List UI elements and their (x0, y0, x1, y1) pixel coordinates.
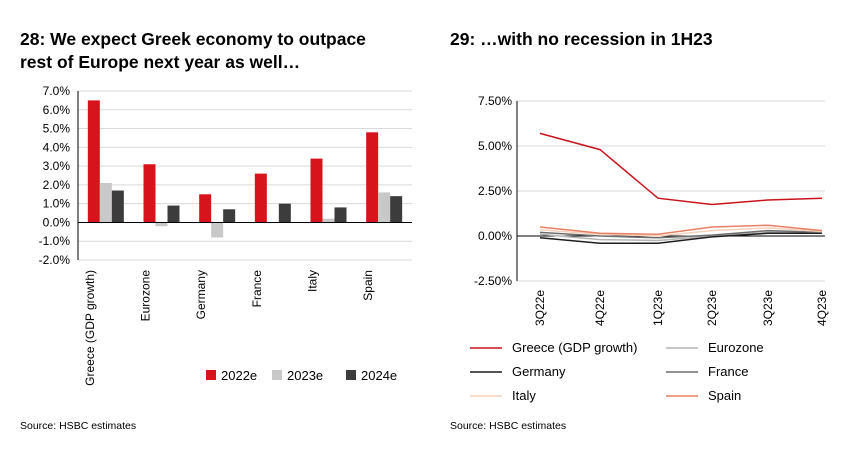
legend-label: Eurozone (708, 340, 764, 355)
legend-label: 2024e (361, 368, 397, 383)
bar-2023e (322, 218, 335, 223)
bar-2022e (143, 164, 156, 223)
series-line (539, 132, 823, 206)
legend-label: France (708, 364, 748, 379)
x-tick-label: 1Q23e (651, 290, 665, 326)
legend-swatch (346, 370, 356, 380)
y-tick-label: 7.50% (478, 94, 512, 108)
y-tick-label: 5.0% (43, 122, 71, 136)
y-tick-label: 2.0% (43, 178, 71, 192)
bar-2022e (254, 173, 267, 223)
legend-label: Italy (512, 388, 536, 403)
y-tick-label: 1.0% (43, 197, 71, 211)
y-tick-label: 7.0% (43, 84, 71, 98)
bar-2024e (278, 203, 291, 223)
series-line (539, 232, 822, 244)
right-source-note: Source: HSBC estimates (450, 420, 567, 432)
x-tick-label: 4Q23e (815, 290, 829, 326)
x-tick-label: 4Q22e (593, 290, 607, 326)
series-line (539, 227, 823, 237)
bar-chart: 7.0% 6.0% 5.0% 4.0% 3.0% 2.0% 1.0% 0.0% -1.0% -2.… (39, 84, 412, 386)
bar-2022e (199, 194, 212, 223)
bar-2024e (111, 190, 124, 223)
x-tick-label: Spain (361, 270, 375, 301)
bar-2023e (99, 183, 112, 223)
bar-2023e (155, 222, 168, 227)
bar-2024e (334, 207, 347, 223)
y-tick-label: 0.0% (43, 215, 71, 229)
x-tick-label: Germany (194, 270, 208, 319)
x-tick-label: 2Q23e (705, 290, 719, 326)
left-title-line1: 28: We expect Greek economy to outpace (20, 29, 366, 49)
bar-2022e (366, 132, 379, 223)
x-tick-label: Eurozone (139, 270, 153, 322)
bar-2024e (390, 196, 403, 223)
legend-label: Spain (708, 388, 741, 403)
bar-2022e (310, 158, 323, 223)
legend-label: Germany (512, 364, 566, 379)
left-source-note: Source: HSBC estimates (20, 420, 137, 432)
x-tick-label: France (250, 270, 264, 308)
x-tick-label: 3Q23e (761, 290, 775, 326)
left-chart-title: 28: We expect Greek economy to outpace r… (20, 28, 366, 74)
bar-2024e (167, 205, 180, 223)
legend-label: Greece (GDP growth) (512, 340, 637, 355)
x-tick-label: Greece (GDP growth) (83, 270, 97, 386)
bar-2022e (87, 100, 100, 223)
bar-2023e (378, 192, 391, 223)
y-tick-label: 6.0% (43, 103, 71, 117)
y-tick-label: 4.0% (43, 140, 71, 154)
legend-label: 2023e (287, 368, 323, 383)
bar-2024e (223, 209, 236, 223)
line-chart: 7.50% 5.00% 2.50% 0.00% -2.50% 3Q22e 4Q22e 1Q23… (470, 94, 829, 403)
legend-swatch (206, 370, 216, 380)
y-tick-label: 2.50% (478, 184, 512, 198)
series-line (539, 224, 823, 235)
left-title-line2: rest of Europe next year as well… (20, 52, 301, 72)
y-tick-label: 0.00% (478, 229, 512, 243)
legend-swatch (272, 370, 282, 380)
y-tick-label: 3.0% (43, 159, 71, 173)
bar-2023e (211, 222, 224, 238)
y-tick-label: -2.0% (39, 253, 71, 267)
y-tick-label: 5.00% (478, 139, 512, 153)
right-chart-title: 29: …with no recession in 1H23 (450, 29, 713, 49)
x-tick-label: 3Q22e (533, 290, 547, 326)
series-line (539, 229, 823, 239)
legend-label: 2022e (221, 368, 257, 383)
x-tick-label: Italy (306, 270, 320, 292)
y-tick-label: -1.0% (39, 234, 71, 248)
y-tick-label: -2.50% (474, 274, 512, 288)
series-line (539, 231, 822, 242)
